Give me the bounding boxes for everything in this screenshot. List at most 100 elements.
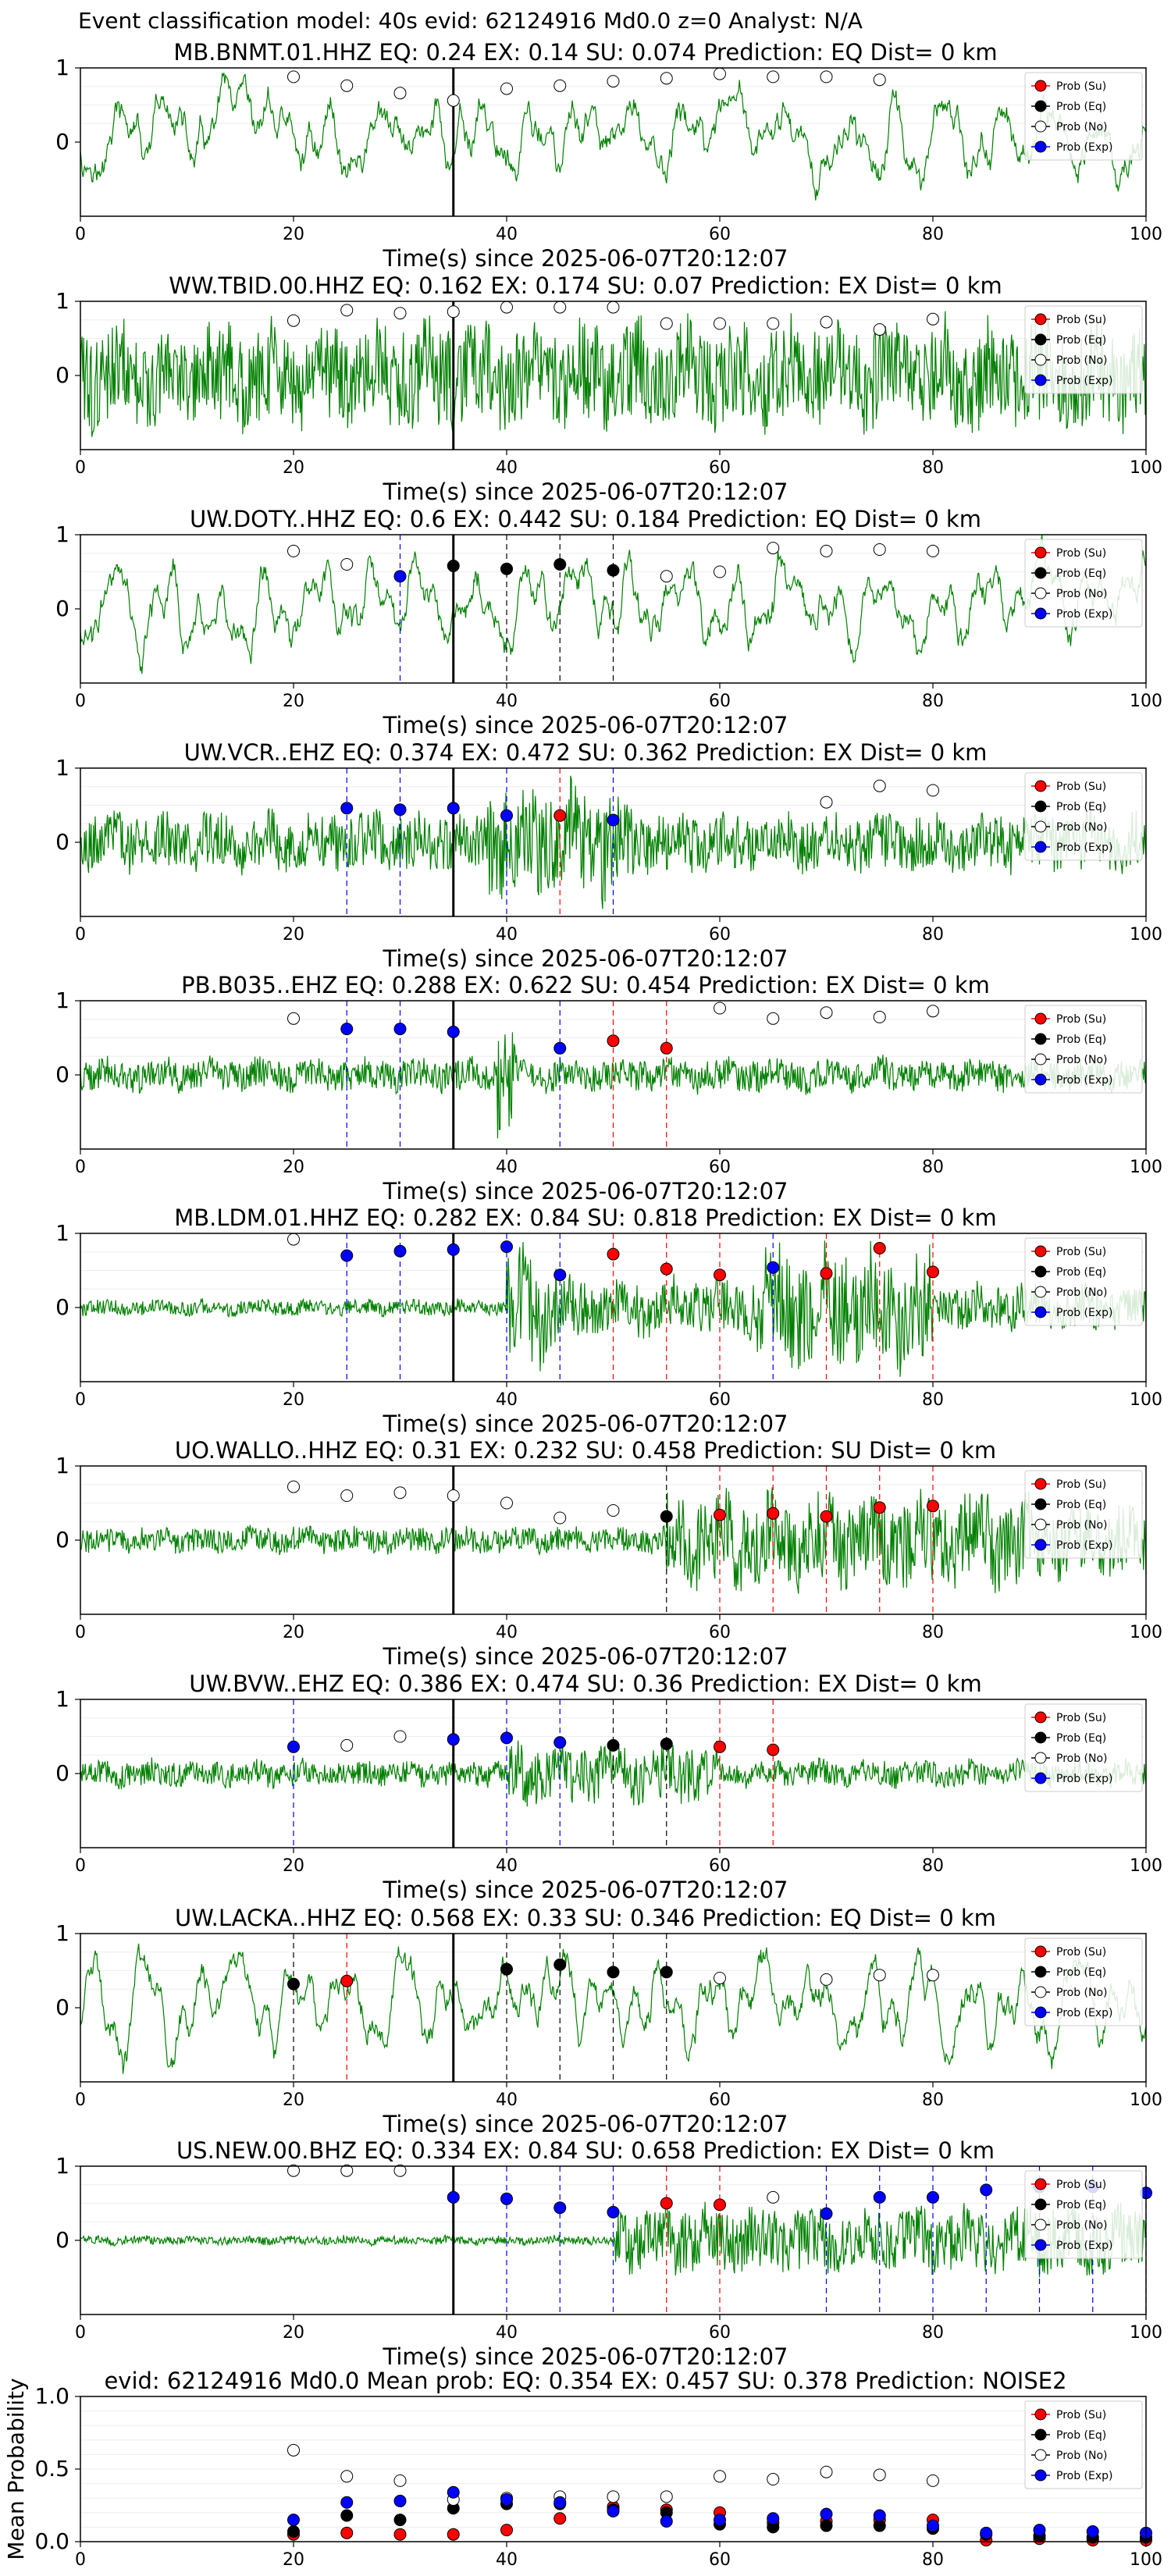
x-tick-label: 100 [1130, 692, 1162, 711]
legend-marker [1034, 2178, 1047, 2190]
x-axis-label: Time(s) since 2025-06-07T20:12:07 [383, 1877, 788, 1903]
prob-marker [714, 1740, 726, 1753]
x-tick-label: 100 [1130, 225, 1162, 244]
legend-marker [1034, 780, 1047, 792]
waveform-trace [80, 1487, 1147, 1594]
x-tick-label: 60 [709, 225, 731, 244]
prob-marker [393, 307, 407, 320]
legend-label: Prob (Exp) [1056, 1074, 1113, 1087]
prob-marker [393, 1730, 407, 1743]
prob-marker [607, 564, 620, 577]
mean-prob-marker [500, 2524, 513, 2537]
y-tick-label: 0.0 [34, 2528, 69, 2554]
legend-label: Prob (No) [1056, 1286, 1108, 1299]
prob-marker [873, 1501, 886, 1514]
legend-marker [1034, 841, 1047, 853]
prob-marker [927, 1265, 939, 1279]
mean-prob-marker [980, 2526, 993, 2539]
legend-label: Prob (Su) [1056, 1946, 1106, 1959]
x-tick-label: 0 [75, 2323, 86, 2343]
prob-marker [553, 809, 567, 822]
waveform-trace [80, 1943, 1147, 2074]
prob-marker [500, 1240, 513, 1254]
mean-prob-marker [393, 2514, 407, 2527]
y-tick-label: 0 [55, 1760, 69, 1786]
prob-marker [820, 1267, 833, 1280]
station-panel: MB.BNMT.01.HHZ EQ: 0.24 EX: 0.14 SU: 0.0… [55, 39, 1162, 272]
panel-title: WW.TBID.00.HHZ EQ: 0.162 EX: 0.174 SU: 0… [169, 272, 1002, 299]
x-tick-label: 40 [496, 2090, 518, 2110]
waveform-trace [80, 1740, 1147, 1807]
station-panel: UO.WALLO..HHZ EQ: 0.31 EX: 0.232 SU: 0.4… [55, 1437, 1162, 1670]
legend-marker [1034, 1033, 1047, 1045]
prob-marker [927, 1005, 939, 1018]
legend-label: Prob (Eq) [1056, 1034, 1106, 1046]
prob-marker [767, 2190, 780, 2204]
prob-marker [607, 2205, 620, 2218]
legend-label: Prob (No) [1056, 2219, 1108, 2232]
prob-marker [393, 1023, 407, 1036]
x-tick-label: 0 [75, 2550, 86, 2570]
legend-label: Prob (Eq) [1056, 1266, 1106, 1279]
legend-marker [1034, 567, 1047, 579]
legend-marker [1034, 1265, 1047, 1278]
x-tick-label: 60 [709, 1390, 731, 1410]
prob-marker [553, 79, 567, 92]
prob-marker [500, 82, 513, 95]
legend-marker [1034, 800, 1047, 813]
prob-marker [287, 1977, 300, 1991]
x-tick-label: 20 [283, 1623, 304, 1642]
mean-prob-marker [1033, 2524, 1046, 2537]
mean-prob-marker [393, 2474, 407, 2487]
x-tick-label: 100 [1130, 2090, 1162, 2110]
prob-marker [660, 1510, 673, 1523]
legend-label: Prob (Su) [1056, 1712, 1106, 1724]
prob-marker [553, 2201, 567, 2215]
prob-marker [714, 1972, 726, 1984]
prob-marker [607, 1966, 620, 1979]
y-tick-label: 0 [55, 362, 69, 388]
station-panel: PB.B035..EHZ EQ: 0.288 EX: 0.622 SU: 0.4… [55, 972, 1162, 1204]
prob-marker [393, 803, 407, 817]
legend-label: Prob (No) [1056, 1054, 1108, 1066]
prob-marker [607, 301, 620, 314]
x-tick-label: 20 [283, 1158, 304, 1177]
panel-title: UW.VCR..EHZ EQ: 0.374 EX: 0.472 SU: 0.36… [184, 739, 988, 766]
x-tick-label: 40 [496, 2550, 518, 2570]
legend: Prob (Su) Prob (Eq) Prob (No) Prob (Exp) [1024, 2170, 1143, 2259]
prob-marker [287, 70, 300, 84]
legend-marker [1034, 2469, 1047, 2482]
legend-marker [1034, 1986, 1047, 1998]
legend: Prob (Su) Prob (Eq) Prob (No) Prob (Exp) [1024, 305, 1143, 394]
x-tick-label: 20 [283, 225, 304, 244]
panel-title: UO.WALLO..HHZ EQ: 0.31 EX: 0.232 SU: 0.4… [175, 1437, 996, 1464]
prob-marker [714, 1002, 726, 1015]
prob-marker [873, 2190, 886, 2204]
mean-prob-marker [500, 2493, 513, 2507]
x-axis-label: Time(s) since 2025-06-07T20:12:07 [383, 1178, 788, 1204]
x-tick-label: 100 [1130, 1390, 1162, 1410]
x-tick-label: 40 [496, 2323, 518, 2343]
legend-label: Prob (Eq) [1056, 801, 1106, 813]
legend-label: Prob (Exp) [1056, 608, 1113, 621]
station-panel: UW.DOTY..HHZ EQ: 0.6 EX: 0.442 SU: 0.184… [55, 506, 1162, 738]
x-tick-label: 80 [922, 1623, 944, 1642]
panel-title: UW.BVW..EHZ EQ: 0.386 EX: 0.474 SU: 0.36… [189, 1670, 981, 1697]
prob-marker [767, 70, 780, 84]
prob-marker [340, 802, 354, 815]
legend-marker [1034, 2218, 1047, 2231]
mean-prob-marker [340, 2509, 354, 2522]
y-tick-label: 0.5 [34, 2456, 69, 2482]
prob-marker [714, 1268, 726, 1282]
legend-frame [1024, 1937, 1143, 2026]
mean-prob-marker [820, 2465, 833, 2478]
legend-frame [1024, 1237, 1143, 1326]
y-tick-label: 1 [55, 1453, 69, 1478]
prob-marker [927, 312, 939, 326]
prob-marker [340, 1249, 354, 1262]
prob-marker [820, 544, 833, 557]
x-tick-label: 80 [922, 2550, 944, 2570]
legend-label: Prob (Exp) [1056, 1307, 1113, 1319]
legend-marker [1034, 1073, 1047, 1086]
legend-marker [1034, 2408, 1047, 2421]
